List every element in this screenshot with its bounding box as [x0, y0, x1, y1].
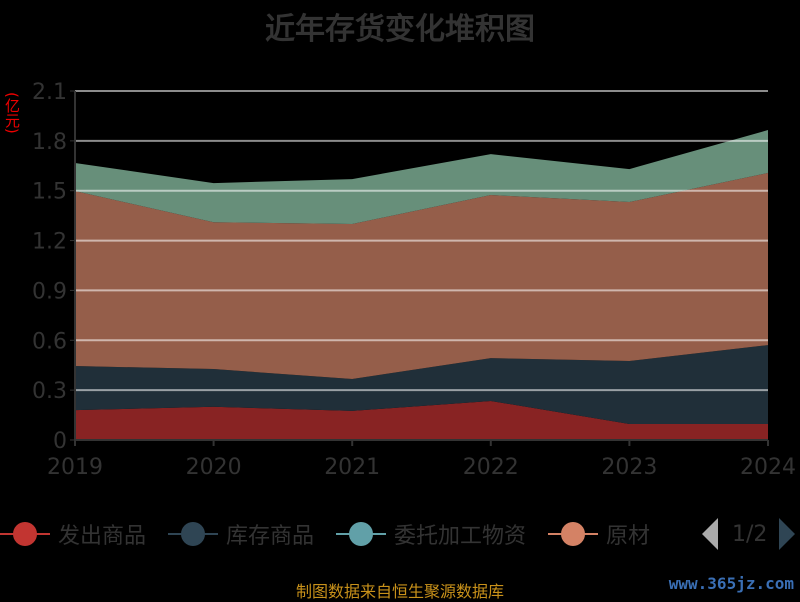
legend-next-arrow-icon[interactable]	[779, 518, 796, 550]
x-tick-label: 2021	[324, 455, 380, 480]
legend-label: 发出商品	[58, 524, 147, 549]
y-tick-label: 0.6	[32, 329, 67, 354]
legend-label: 库存商品	[226, 524, 315, 549]
watermark: www.365jz.com	[668, 574, 794, 593]
area-series-3	[75, 130, 768, 224]
x-tick-label: 2019	[47, 455, 103, 480]
legend-symbol	[336, 522, 387, 546]
x-tick-label: 2022	[463, 455, 519, 480]
y-axis-unit: (亿元)	[3, 92, 21, 134]
legend-item-weituo[interactable]: 委托加工物资	[336, 518, 526, 550]
legend-prev-arrow-icon[interactable]	[702, 518, 718, 550]
legend-label: 原材料	[606, 524, 651, 549]
x-tick-label: 2024	[740, 455, 796, 480]
area-series-0	[75, 400, 768, 440]
y-tick-label: 0.3	[32, 379, 67, 404]
area-series-1	[75, 345, 768, 425]
y-tick-label: 0.9	[32, 279, 67, 304]
legend-symbol	[168, 522, 219, 546]
chart-title: 近年存货变化堆积图	[265, 12, 535, 47]
stacked-area-chart: 0 0.3 0.6 0.9 1.2 1.5 1.8 2.1 2019 2020 2021 2022 20…	[32, 80, 796, 480]
legend-symbol	[548, 522, 599, 546]
y-tick-label: 1.5	[32, 180, 67, 205]
y-tick-label: 1.2	[32, 230, 67, 255]
y-tick-label: 2.1	[32, 80, 67, 105]
legend-label: 委托加工物资	[394, 524, 527, 549]
legend-item-kucun[interactable]: 库存商品	[168, 518, 314, 550]
x-tick-label: 2023	[601, 455, 657, 480]
area-series-2	[75, 172, 768, 380]
legend-item-yuancailiao[interactable]: 原材料	[548, 518, 650, 550]
legend: 发出商品 库存商品 委托加工物资 原材料	[0, 518, 672, 550]
y-tick-label: 0	[53, 429, 67, 454]
legend-symbol	[0, 522, 50, 546]
legend-item-fachu[interactable]: 发出商品	[0, 518, 146, 550]
data-source-note: 制图数据来自恒生聚源数据库	[295, 582, 504, 601]
legend-page-indicator: 1/2	[732, 521, 768, 547]
legend-pager: 1/2	[702, 518, 796, 550]
x-tick-label: 2020	[186, 455, 242, 480]
y-tick-label: 1.8	[32, 130, 67, 155]
